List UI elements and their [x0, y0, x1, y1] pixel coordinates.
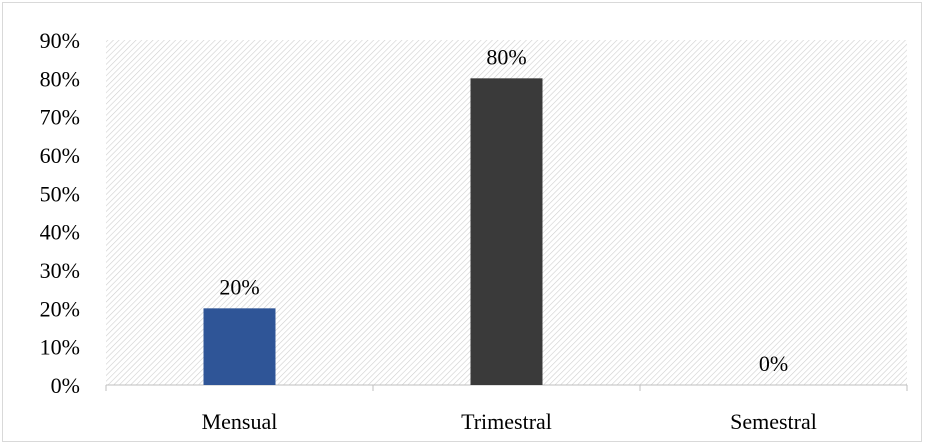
- y-tick-label: 50%: [40, 181, 80, 206]
- x-tick-label: Trimestral: [461, 409, 552, 434]
- bar-trimestral: [470, 78, 543, 385]
- bars: [203, 78, 543, 385]
- y-tick-label: 70%: [40, 105, 80, 130]
- x-axis: Mensual Trimestral Semestral: [105, 384, 908, 434]
- y-tick-label: 40%: [40, 220, 80, 245]
- y-axis: 0% 10% 20% 30% 40% 50% 60% 70% 80% 90%: [40, 28, 80, 398]
- y-tick-label: 80%: [40, 66, 80, 91]
- data-label: 80%: [486, 44, 526, 69]
- chart-frame: 0% 10% 20% 30% 40% 50% 60% 70% 80% 90% Mensual Tri…: [2, 2, 922, 442]
- data-labels: 20% 80% 0%: [219, 44, 788, 376]
- y-tick-label: 0%: [51, 373, 80, 398]
- x-tick-label: Mensual: [202, 409, 278, 434]
- y-tick-label: 90%: [40, 28, 80, 53]
- data-label: 0%: [759, 351, 788, 376]
- y-tick-label: 30%: [40, 258, 80, 283]
- y-tick-label: 20%: [40, 296, 80, 321]
- bar-mensual: [203, 308, 276, 385]
- y-tick-label: 60%: [40, 143, 80, 168]
- x-tick-label: Semestral: [730, 409, 817, 434]
- y-tick-label: 10%: [40, 335, 80, 360]
- data-label: 20%: [219, 274, 259, 299]
- bar-chart: 0% 10% 20% 30% 40% 50% 60% 70% 80% 90% Mensual Tri…: [40, 28, 908, 434]
